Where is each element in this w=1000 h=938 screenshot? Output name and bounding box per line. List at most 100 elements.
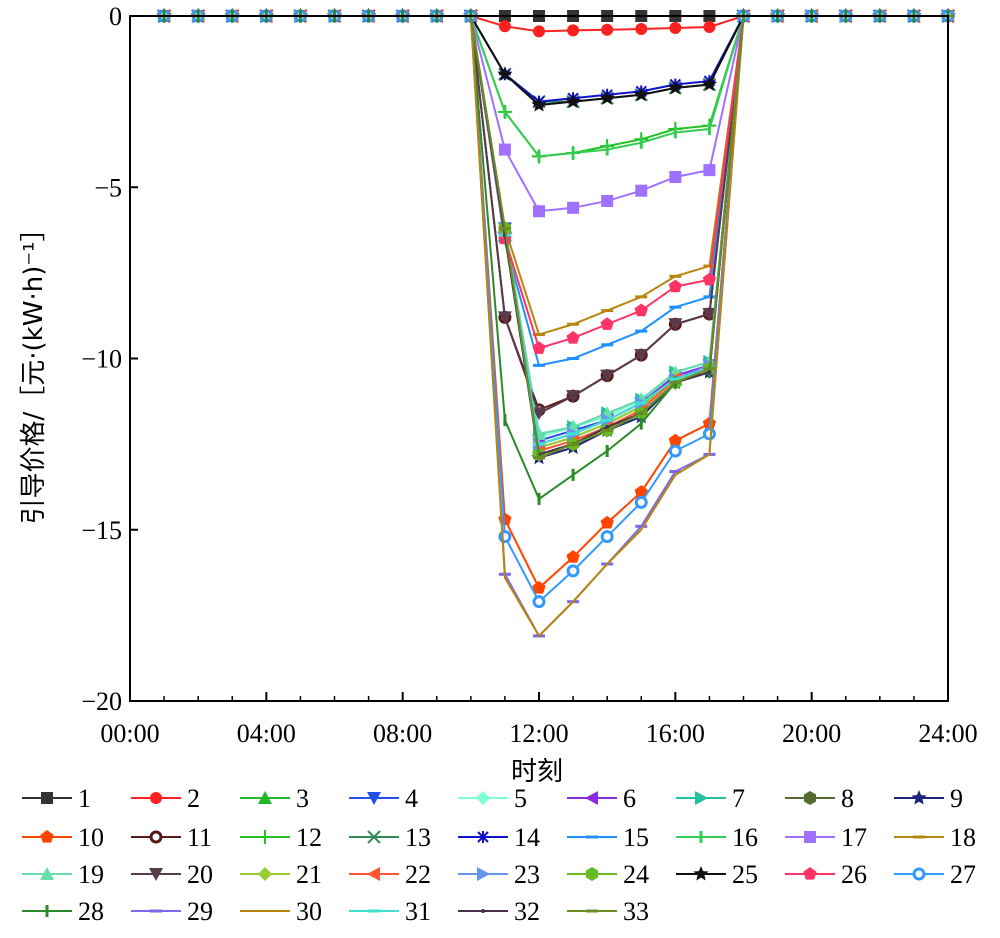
legend-label: 29 (187, 897, 213, 926)
series-line-3 (164, 15, 948, 449)
legend-swatch-marker (477, 831, 489, 843)
series-2-point (498, 20, 511, 33)
series-32 (162, 14, 950, 457)
legend-label: 25 (732, 860, 758, 889)
legend-swatch-marker (585, 791, 598, 805)
series-30 (158, 11, 954, 641)
series-14 (158, 10, 954, 108)
x-tick-label: 12:00 (509, 719, 568, 748)
series-line-14 (164, 15, 948, 103)
legend-item-1: 1 (22, 784, 91, 813)
legend-item-32: 32 (458, 897, 540, 926)
legend-item-21: 21 (240, 860, 322, 889)
series-20-point (634, 349, 649, 363)
y-axis: 0 −5 −10 −15 −20 (81, 2, 138, 716)
legend-item-12: 12 (240, 823, 322, 852)
legend-swatch-marker (911, 790, 927, 805)
x-axis: 00:00 04:00 08:00 12:00 16:00 20:00 24:00 (100, 692, 978, 748)
legend-label: 27 (950, 860, 976, 889)
series-2-point (533, 25, 545, 38)
legend-label: 19 (78, 860, 104, 889)
legend-item-19: 19 (22, 860, 104, 889)
legend-label: 10 (78, 823, 104, 852)
y-tick-label: −5 (94, 173, 122, 202)
legend-label: 2 (187, 784, 200, 813)
series-10-point (532, 580, 546, 594)
series-27-point (634, 495, 648, 509)
legend-label: 23 (514, 860, 540, 889)
legend-swatch-marker (258, 867, 272, 881)
series-32-point (605, 425, 610, 429)
legend-label: 21 (296, 860, 322, 889)
legend-swatch-marker (149, 868, 163, 881)
legend-label: 9 (950, 784, 963, 813)
series-30-point (635, 524, 648, 535)
series-8 (158, 9, 955, 462)
legend-item-5: 5 (458, 784, 527, 813)
legend-item-33: 33 (567, 897, 649, 926)
series-line-22 (164, 15, 948, 453)
series-line-2 (164, 15, 948, 33)
legend-item-17: 17 (785, 823, 867, 852)
series-16 (162, 10, 950, 163)
series-20-point (497, 311, 512, 325)
legend-item-6: 6 (567, 784, 636, 813)
legend-swatch-marker (150, 792, 162, 804)
y-tick-label: −10 (81, 345, 122, 374)
legend-label: 5 (514, 784, 527, 813)
series-line-5 (164, 15, 948, 439)
legend-label: 11 (187, 823, 212, 852)
legend-swatch-marker (693, 866, 709, 881)
series-30-point (498, 572, 511, 583)
legend-label: 13 (405, 823, 431, 852)
series-13 (157, 9, 955, 109)
legend-swatch-marker (803, 867, 817, 880)
series-11 (157, 9, 955, 417)
legend-label: 1 (78, 784, 91, 813)
x-tick-label: 20:00 (782, 719, 841, 748)
x-tick-label: 04:00 (237, 719, 296, 748)
series-20-point (600, 369, 615, 383)
series-10-point (668, 433, 682, 447)
series-26-point (566, 330, 580, 344)
series-20 (157, 10, 955, 421)
y-tick-label: −15 (81, 516, 122, 545)
series-23 (158, 9, 955, 452)
series-line-24 (164, 15, 948, 456)
legend-swatch-marker (477, 867, 490, 881)
series-30-point (601, 559, 614, 569)
legend-label: 22 (405, 860, 431, 889)
series-27-point (702, 427, 716, 441)
legend-item-25: 25 (676, 860, 758, 889)
series-10 (157, 9, 955, 594)
legend-item-18: 18 (894, 823, 976, 852)
legend-label: 20 (187, 860, 213, 889)
series-4 (157, 10, 955, 448)
series-line-11 (164, 15, 948, 412)
series-line-19 (164, 15, 948, 436)
series-line-13 (164, 15, 948, 103)
legend-label: 28 (78, 897, 104, 926)
legend-item-20: 20 (131, 860, 213, 889)
legend-swatch-marker (40, 867, 54, 880)
series-26-point (702, 272, 717, 286)
legend-item-13: 13 (349, 823, 431, 852)
series-26-point (600, 317, 614, 330)
series-line-31 (164, 15, 948, 446)
legend-label: 17 (841, 823, 867, 852)
legend-label: 31 (405, 897, 431, 926)
series-26 (157, 9, 955, 354)
series-27-point (532, 595, 546, 609)
series-line-33 (164, 15, 948, 460)
legend-swatch-marker (258, 791, 272, 804)
series-line-17 (164, 15, 948, 213)
legend-item-10: 10 (22, 823, 104, 852)
series-line-15 (164, 15, 948, 367)
series-27-point (566, 564, 580, 578)
series-24 (158, 9, 955, 462)
series-26-point (668, 279, 682, 293)
series-5 (157, 9, 955, 445)
legend-label: 16 (732, 823, 758, 852)
series-3 (157, 9, 955, 454)
legend-label: 3 (296, 784, 309, 813)
